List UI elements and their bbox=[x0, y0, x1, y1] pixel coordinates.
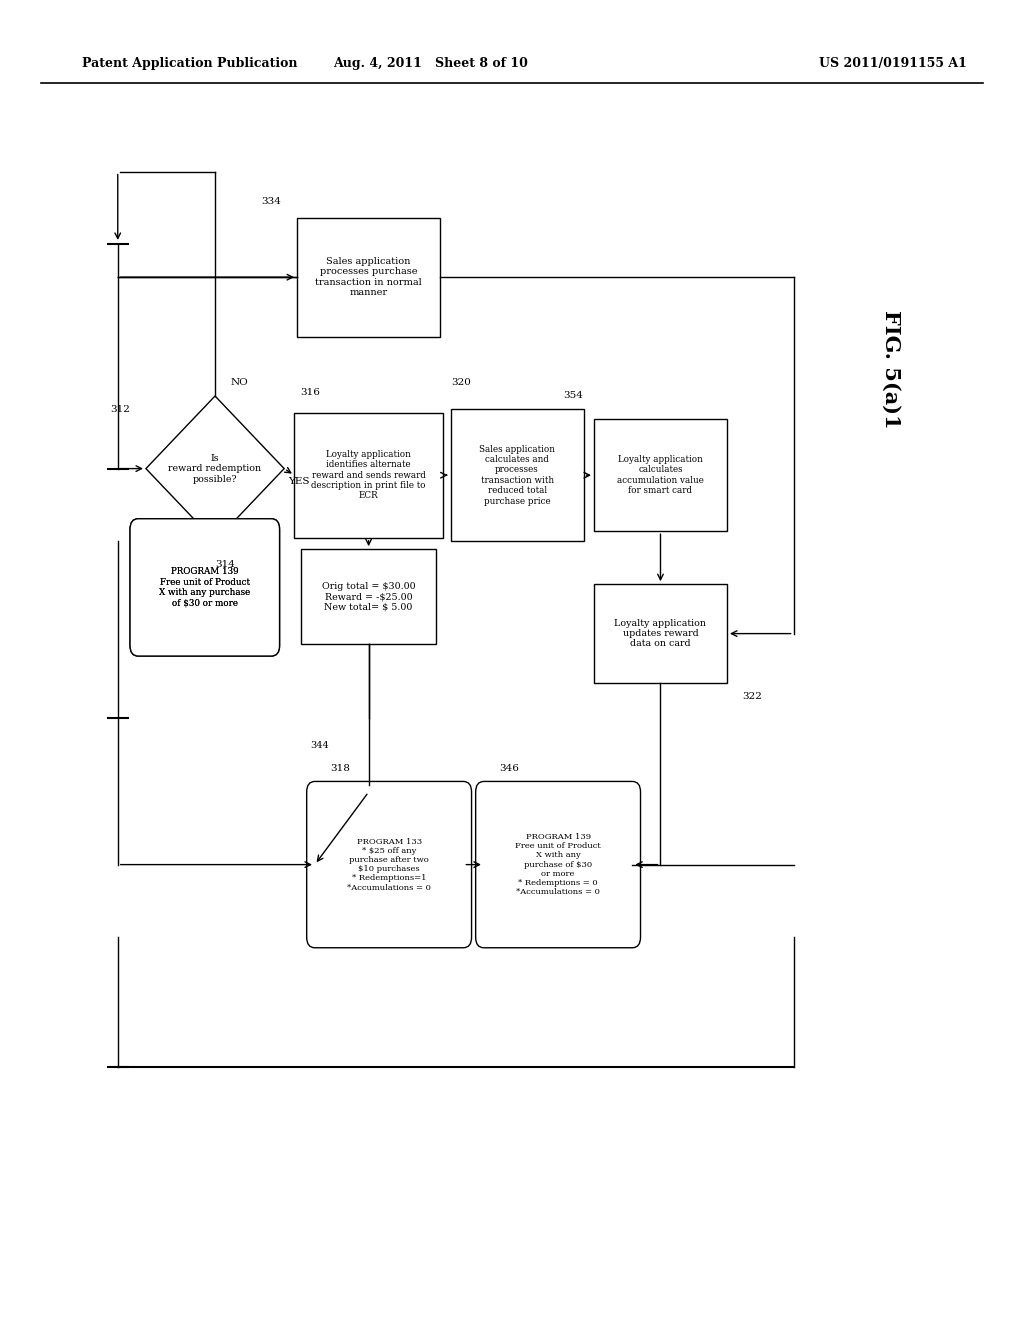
FancyBboxPatch shape bbox=[295, 412, 442, 539]
Text: Loyalty application
calculates
accumulation value
for smart card: Loyalty application calculates accumulat… bbox=[617, 455, 703, 495]
Text: PROGRAM 139
Free unit of Product
X with any
purchase of $30
or more
* Redemption: PROGRAM 139 Free unit of Product X with … bbox=[515, 833, 601, 896]
Text: 314: 314 bbox=[215, 561, 236, 569]
FancyBboxPatch shape bbox=[451, 409, 584, 541]
Text: 344: 344 bbox=[310, 742, 330, 750]
Text: PROGRAM 133
* $25 off any
purchase after two
$10 purchases
* Redemptions=1
*Accu: PROGRAM 133 * $25 off any purchase after… bbox=[347, 838, 431, 891]
FancyBboxPatch shape bbox=[301, 549, 436, 644]
Text: 320: 320 bbox=[451, 379, 471, 387]
Text: Sales application
calculates and
processes
transaction with
reduced total
purcha: Sales application calculates and process… bbox=[479, 445, 555, 506]
Text: 316: 316 bbox=[300, 388, 319, 397]
Text: Is
reward redemption
possible?: Is reward redemption possible? bbox=[169, 454, 261, 483]
FancyBboxPatch shape bbox=[594, 583, 727, 682]
Text: PROGRAM 139
Free unit of Product
X with any purchase
of $30 or more: PROGRAM 139 Free unit of Product X with … bbox=[159, 568, 251, 607]
Text: Sales application
processes purchase
transaction in normal
manner: Sales application processes purchase tra… bbox=[315, 257, 422, 297]
Text: Orig total = $30.00
Reward = -$25.00
New total= $ 5.00: Orig total = $30.00 Reward = -$25.00 New… bbox=[322, 582, 416, 611]
FancyBboxPatch shape bbox=[307, 781, 471, 948]
FancyBboxPatch shape bbox=[130, 519, 280, 656]
Text: 312: 312 bbox=[111, 405, 130, 413]
Text: 354: 354 bbox=[563, 391, 584, 400]
Text: Patent Application Publication: Patent Application Publication bbox=[82, 57, 297, 70]
FancyBboxPatch shape bbox=[475, 781, 641, 948]
Text: 334: 334 bbox=[261, 198, 282, 206]
FancyBboxPatch shape bbox=[297, 218, 440, 337]
Text: Aug. 4, 2011   Sheet 8 of 10: Aug. 4, 2011 Sheet 8 of 10 bbox=[333, 57, 527, 70]
Polygon shape bbox=[145, 396, 284, 541]
Text: FIG. 5(a)1: FIG. 5(a)1 bbox=[881, 310, 901, 429]
FancyBboxPatch shape bbox=[594, 420, 727, 531]
Text: 346: 346 bbox=[500, 764, 519, 772]
Text: YES: YES bbox=[289, 478, 309, 487]
Text: Loyalty application
updates reward
data on card: Loyalty application updates reward data … bbox=[614, 619, 707, 648]
Text: US 2011/0191155 A1: US 2011/0191155 A1 bbox=[819, 57, 967, 70]
Text: NO: NO bbox=[230, 379, 248, 388]
Text: 318: 318 bbox=[331, 764, 350, 772]
Text: PROGRAM 139
Free unit of Product
X with any purchase
of $30 or more: PROGRAM 139 Free unit of Product X with … bbox=[159, 568, 251, 607]
Text: Loyalty application
identifies alternate
reward and sends reward
description in : Loyalty application identifies alternate… bbox=[311, 450, 426, 500]
FancyBboxPatch shape bbox=[130, 519, 280, 656]
Text: 322: 322 bbox=[742, 692, 763, 701]
